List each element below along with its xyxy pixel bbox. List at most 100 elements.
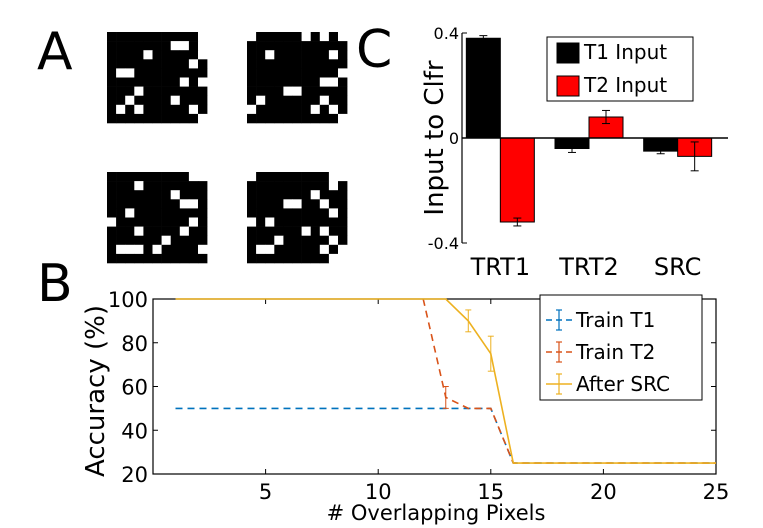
pixel-cell bbox=[170, 253, 181, 264]
pixel-cell bbox=[134, 244, 144, 255]
pixel-cell bbox=[107, 199, 117, 209]
b-legend-items: Train T1 Train T2 After SRC bbox=[546, 308, 670, 396]
pixel-cell bbox=[152, 244, 162, 255]
pixel-cell bbox=[292, 208, 302, 218]
pixel-cell bbox=[274, 68, 284, 78]
pixel-cell bbox=[301, 208, 311, 218]
c-bars bbox=[465, 35, 713, 227]
pixel-cell bbox=[338, 95, 348, 106]
b-xtick-label: 5 bbox=[259, 480, 272, 504]
panel-label-c: C bbox=[356, 20, 393, 80]
pixel-cell bbox=[338, 68, 348, 78]
pixel-cell bbox=[116, 226, 126, 236]
pixel-cell bbox=[274, 217, 284, 227]
pixel-cell bbox=[161, 95, 171, 106]
pixel-cell bbox=[283, 181, 293, 191]
pixel-cell bbox=[134, 50, 144, 60]
pixel-cell bbox=[310, 95, 321, 106]
pixel-cell bbox=[265, 181, 275, 191]
pixel-cell bbox=[247, 41, 257, 51]
pixel-cell bbox=[152, 181, 162, 191]
pixel-cell bbox=[310, 217, 321, 227]
pixel-cell bbox=[188, 235, 199, 246]
pixel-cell bbox=[107, 244, 117, 255]
pixel-cell bbox=[161, 244, 171, 255]
pixel-cell bbox=[116, 59, 126, 69]
pixel-cell bbox=[283, 199, 293, 209]
pixel-cell bbox=[143, 104, 153, 115]
pixel-cell bbox=[179, 190, 190, 200]
pixel-cell bbox=[134, 253, 144, 264]
pixel-cell bbox=[143, 95, 153, 106]
pixel-cell bbox=[170, 172, 181, 182]
pixel-cell bbox=[116, 217, 126, 227]
pixel-cell bbox=[256, 244, 266, 255]
pixel-cell bbox=[179, 113, 190, 124]
b-ytick-label: 80 bbox=[121, 332, 148, 356]
pixel-cell bbox=[107, 59, 117, 69]
pixel-cell bbox=[265, 104, 275, 115]
pixel-cell bbox=[328, 104, 339, 115]
pixel-cell bbox=[256, 235, 266, 246]
pixel-cell bbox=[125, 113, 135, 124]
pixel-cell bbox=[328, 244, 339, 255]
pixel-cell bbox=[338, 235, 348, 246]
pixel-cell bbox=[161, 217, 171, 227]
c-ytick-label: 0.4 bbox=[434, 24, 459, 43]
pixel-cell bbox=[274, 208, 284, 218]
pixel-cell bbox=[188, 244, 199, 255]
pixel-cell bbox=[116, 181, 126, 191]
pixel-cell bbox=[179, 41, 190, 51]
pixel-cell bbox=[319, 181, 330, 191]
pixel-cell bbox=[134, 59, 144, 69]
pixel-cell bbox=[328, 59, 339, 69]
pixel-cell bbox=[328, 235, 339, 246]
b-legend-label: Train T1 bbox=[575, 308, 655, 332]
pixel-cell bbox=[170, 235, 181, 246]
pixel-cell bbox=[319, 32, 330, 42]
pixel-cell bbox=[256, 68, 266, 78]
pixel-cell bbox=[179, 86, 190, 96]
pixel-cell bbox=[134, 95, 144, 106]
pixel-cell bbox=[179, 77, 190, 87]
pixel-cell bbox=[179, 59, 190, 69]
pixel-cell bbox=[256, 104, 266, 115]
pixel-cell bbox=[247, 226, 257, 236]
pixel-cell bbox=[170, 59, 181, 69]
pixel-cell bbox=[152, 41, 162, 51]
pixel-cell bbox=[107, 172, 117, 182]
b-xlabel: # Overlapping Pixels bbox=[327, 501, 546, 525]
pixel-cell bbox=[283, 217, 293, 227]
pixel-cell bbox=[152, 86, 162, 96]
pixel-cell bbox=[265, 41, 275, 51]
pixel-cell bbox=[319, 95, 330, 106]
pixel-cell bbox=[338, 77, 348, 87]
pixel-cell bbox=[247, 77, 257, 87]
pixel-cell bbox=[198, 226, 208, 236]
pixel-cell bbox=[125, 244, 135, 255]
pixel-cell bbox=[328, 68, 339, 78]
pixel-cell bbox=[152, 77, 162, 87]
pixel-cell bbox=[161, 77, 171, 87]
pixel-cell bbox=[161, 190, 171, 200]
pixel-cell bbox=[256, 181, 266, 191]
pixel-cell bbox=[256, 190, 266, 200]
pixel-cell bbox=[134, 172, 144, 182]
pixel-cell bbox=[143, 199, 153, 209]
pixel-cell bbox=[338, 208, 348, 218]
pixel-cell bbox=[188, 226, 199, 236]
pixel-cell bbox=[152, 208, 162, 218]
pixel-cell bbox=[179, 199, 190, 209]
pixel-cell bbox=[134, 190, 144, 200]
pixel-cell bbox=[256, 50, 266, 60]
pixel-cell bbox=[247, 199, 257, 209]
pixel-cell bbox=[188, 199, 199, 209]
pixel-cell bbox=[274, 95, 284, 106]
pixel-cell bbox=[116, 199, 126, 209]
pixel-cell bbox=[152, 59, 162, 69]
c-legend: T1 Input T2 Input bbox=[546, 36, 694, 102]
pixel-cell bbox=[328, 32, 339, 42]
pixel-cell bbox=[283, 32, 293, 42]
pixel-cell bbox=[338, 32, 348, 42]
